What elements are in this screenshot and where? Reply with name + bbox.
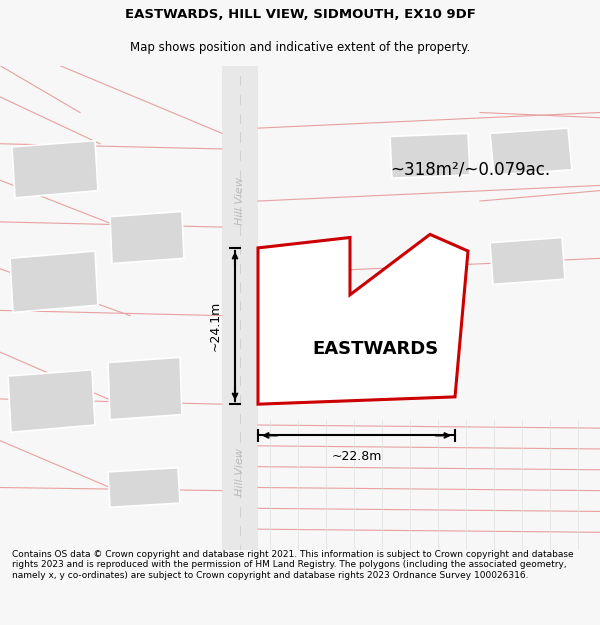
Polygon shape (108, 468, 180, 508)
Polygon shape (490, 128, 572, 175)
Text: ~318m²/~0.079ac.: ~318m²/~0.079ac. (390, 161, 550, 179)
Polygon shape (110, 211, 184, 264)
Text: EASTWARDS: EASTWARDS (312, 340, 438, 358)
Polygon shape (108, 357, 182, 420)
Polygon shape (12, 141, 98, 198)
Polygon shape (390, 133, 470, 178)
Text: ~24.1m: ~24.1m (209, 301, 221, 351)
Polygon shape (258, 234, 468, 404)
Polygon shape (8, 370, 95, 432)
Polygon shape (490, 238, 565, 284)
Text: Hill View: Hill View (235, 177, 245, 225)
Polygon shape (222, 66, 258, 550)
Polygon shape (10, 251, 98, 312)
Text: EASTWARDS, HILL VIEW, SIDMOUTH, EX10 9DF: EASTWARDS, HILL VIEW, SIDMOUTH, EX10 9DF (125, 8, 475, 21)
Text: ~22.8m: ~22.8m (331, 450, 382, 462)
Text: Map shows position and indicative extent of the property.: Map shows position and indicative extent… (130, 41, 470, 54)
Text: Hill View: Hill View (235, 448, 245, 496)
Polygon shape (268, 268, 350, 330)
Text: Contains OS data © Crown copyright and database right 2021. This information is : Contains OS data © Crown copyright and d… (12, 550, 574, 580)
